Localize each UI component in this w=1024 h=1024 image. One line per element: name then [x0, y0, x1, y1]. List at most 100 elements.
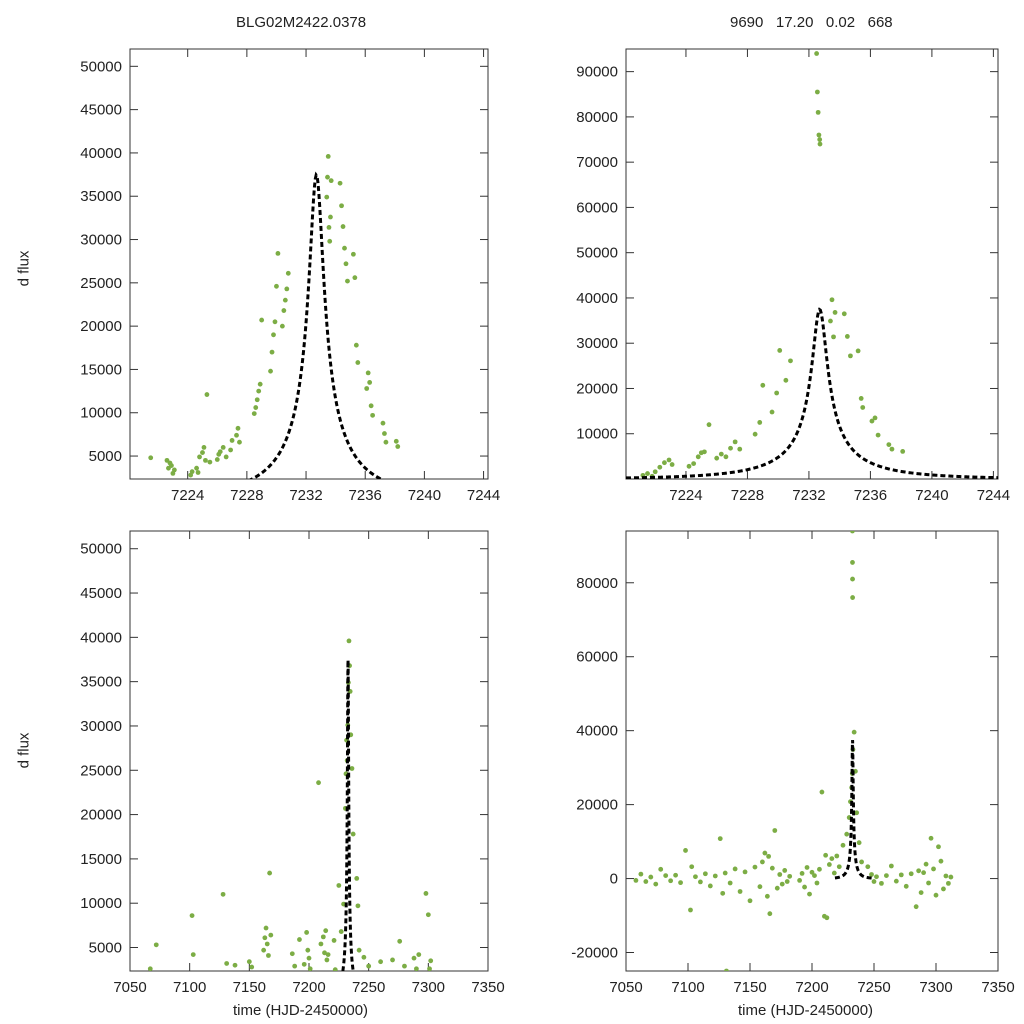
data-point [259, 317, 265, 323]
x-tick-label: 7050 [113, 979, 146, 996]
y-tick-label: 35000 [80, 188, 122, 205]
panel-bottom-left: 7050 7100 7150 7200 7250 7300 7350 5000 10000 150… [80, 530, 505, 996]
data-point [324, 194, 330, 200]
data-point [234, 432, 239, 438]
data-point [220, 891, 226, 897]
data-point [693, 874, 698, 880]
data-point [318, 941, 324, 947]
data-point [872, 415, 878, 421]
data-point [900, 448, 906, 454]
data-point [816, 132, 822, 138]
data-point [886, 442, 892, 447]
data-point [921, 870, 926, 876]
y-tick-label: 90000 [576, 64, 618, 81]
data-point [817, 141, 823, 147]
data-point [720, 890, 726, 896]
data-point [289, 951, 295, 957]
y-tick-label: 0 [610, 871, 618, 888]
data-point [707, 883, 713, 889]
x-tick-label: 7240 [915, 487, 948, 504]
model-curve [834, 739, 873, 880]
data-point [757, 420, 763, 425]
data-point [638, 871, 644, 877]
data-point [712, 873, 718, 879]
data-point [718, 451, 724, 457]
data-point [653, 881, 659, 887]
data-point [281, 308, 287, 313]
data-point [938, 858, 944, 864]
data-point [305, 947, 311, 953]
data-point [869, 872, 874, 877]
y-tick-label: 40000 [576, 290, 618, 307]
data-point [237, 439, 242, 445]
data-point [875, 432, 881, 438]
data-point [366, 963, 372, 969]
panel-top-left: 7224 7228 7232 7236 7240 7244 5000 10000 15000 20… [80, 48, 500, 504]
data-point [285, 270, 291, 276]
data-point [928, 835, 934, 841]
data-point [207, 459, 213, 465]
data-point [933, 892, 939, 898]
data-point [823, 852, 829, 858]
data-point [414, 966, 419, 971]
y-tick-label: 10000 [80, 405, 122, 422]
y-axis-label-bottom: d flux [15, 732, 33, 769]
data-point [229, 438, 235, 443]
data-point [390, 957, 395, 963]
data-point [279, 323, 285, 329]
data-point [688, 907, 693, 913]
data-point [214, 457, 220, 462]
data-point [355, 360, 361, 365]
data-point [879, 880, 884, 886]
x-tick-label: 7244 [467, 487, 500, 504]
data-point [760, 859, 765, 865]
data-point [834, 853, 840, 859]
data-point [669, 462, 675, 467]
data-point [220, 444, 226, 450]
y-tick-label: 45000 [80, 585, 122, 602]
data-point [338, 929, 344, 934]
data-point [850, 560, 855, 565]
data-point [802, 884, 807, 890]
data-point [772, 828, 778, 833]
data-point [777, 872, 783, 877]
data-point [732, 439, 738, 445]
data-point [884, 873, 889, 879]
data-point [328, 214, 333, 220]
data-point [727, 880, 733, 886]
data-point [342, 245, 347, 251]
data-point [251, 411, 257, 417]
data-point [336, 883, 342, 888]
data-point [762, 850, 768, 856]
data-point [695, 454, 701, 460]
data-point [282, 297, 288, 303]
x-tick-label: 7100 [173, 979, 206, 996]
x-axis-label-left: time (HJD-2450000) [233, 1002, 369, 1019]
data-point [337, 180, 343, 186]
data-point [232, 962, 238, 968]
data-point [262, 935, 268, 941]
x-tick-label: 7232 [792, 487, 825, 504]
data-point [829, 856, 835, 861]
data-point [851, 729, 857, 735]
data-point [340, 224, 346, 229]
data-point [652, 469, 658, 475]
data-point [645, 471, 650, 476]
data-point [797, 878, 802, 883]
data-point [325, 952, 331, 958]
data-point [893, 878, 899, 884]
x-tick-label: 7224 [669, 487, 702, 504]
y-tick-label: 15000 [80, 851, 122, 868]
y-tick-label: 25000 [80, 275, 122, 292]
data-point [769, 865, 775, 871]
data-point [804, 865, 810, 870]
x-tick-label: 7300 [919, 979, 952, 996]
data-point [860, 405, 866, 410]
data-layer [626, 51, 998, 479]
y-tick-label: 40000 [80, 629, 122, 646]
y-tick-label: 50000 [80, 541, 122, 558]
data-point [297, 937, 302, 942]
data-point [779, 881, 785, 887]
data-layer [633, 531, 954, 971]
y-tick-label: 40000 [576, 723, 618, 740]
